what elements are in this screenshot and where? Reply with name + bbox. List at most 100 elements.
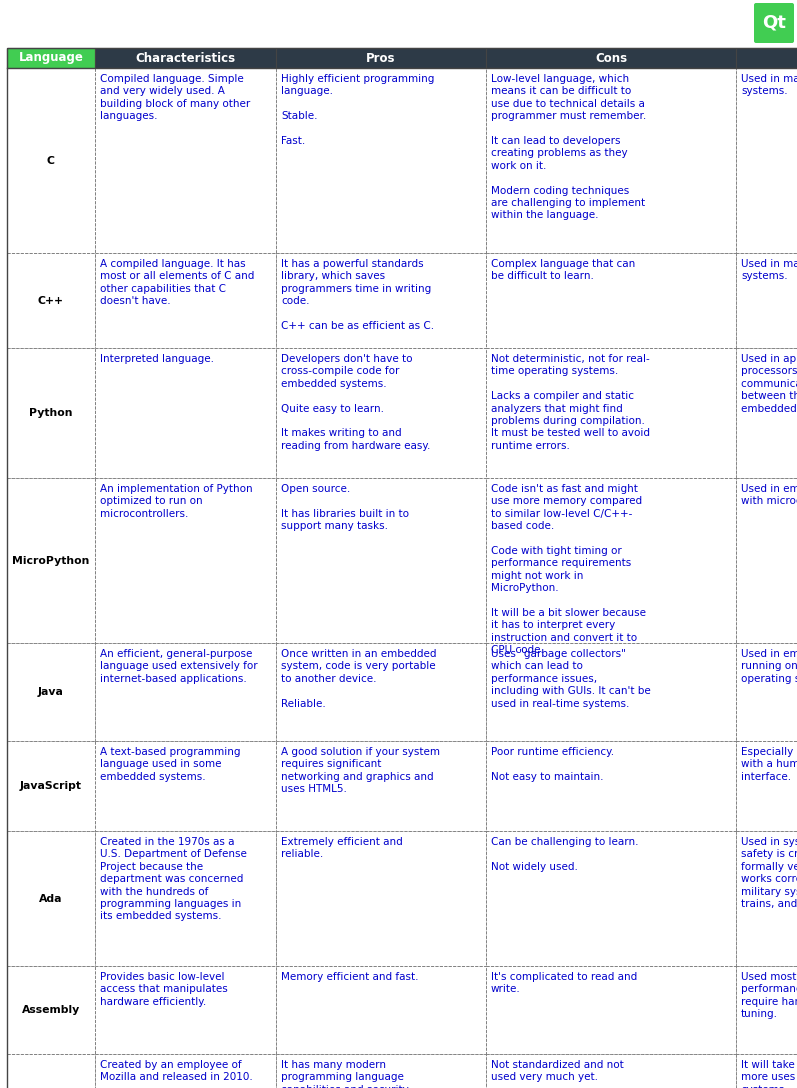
- Bar: [95, 741, 276, 831]
- Text: Used mostly for high-
performance algorithms that
require hand-based fine-
tunin: Used mostly for high- performance algori…: [741, 972, 797, 1019]
- Text: Code isn't as fast and might
use more memory compared
to similar low-level C/C++: Code isn't as fast and might use more me…: [491, 484, 646, 655]
- Text: Created by an employee of
Mozilla and released in 2010.: Created by an employee of Mozilla and re…: [100, 1060, 253, 1083]
- Bar: [736, 348, 797, 478]
- Text: Especially used in systems
with a human-machine
interface.: Especially used in systems with a human-…: [741, 747, 797, 782]
- Text: A text-based programming
language used in some
embedded systems.: A text-based programming language used i…: [100, 747, 241, 782]
- Text: Java: Java: [38, 687, 64, 697]
- Text: Poor runtime efficiency.

Not easy to maintain.: Poor runtime efficiency. Not easy to mai…: [491, 747, 614, 782]
- Bar: [276, 67, 486, 254]
- Bar: [276, 966, 486, 1054]
- FancyBboxPatch shape: [754, 3, 794, 44]
- Text: A compiled language. It has
most or all elements of C and
other capabilities tha: A compiled language. It has most or all …: [100, 259, 254, 306]
- Text: Memory efficient and fast.: Memory efficient and fast.: [281, 972, 418, 982]
- Bar: [736, 966, 797, 1054]
- Text: C++: C++: [38, 296, 64, 306]
- Text: Used in many embedded
systems.: Used in many embedded systems.: [741, 74, 797, 97]
- Text: Developers don't have to
cross-compile code for
embedded systems.

Quite easy to: Developers don't have to cross-compile c…: [281, 354, 430, 450]
- Bar: [736, 643, 797, 741]
- Bar: [736, 67, 797, 254]
- Text: MicroPython: MicroPython: [12, 556, 90, 566]
- Text: Used in systems where
safety is critical, and you must
formally verify the syste: Used in systems where safety is critical…: [741, 837, 797, 908]
- Bar: [95, 348, 276, 478]
- Text: Provides basic low-level
access that manipulates
hardware efficiently.: Provides basic low-level access that man…: [100, 972, 228, 1006]
- Text: Characteristics: Characteristics: [135, 51, 236, 64]
- Bar: [7, 67, 95, 254]
- Bar: [7, 348, 95, 478]
- Text: It will take time before it finds
more uses in embedded
systems.: It will take time before it finds more u…: [741, 1060, 797, 1088]
- Text: Created in the 1970s as a
U.S. Department of Defense
Project because the
departm: Created in the 1970s as a U.S. Departmen…: [100, 837, 247, 922]
- Bar: [95, 67, 276, 254]
- Bar: [486, 48, 736, 67]
- Bar: [7, 48, 95, 67]
- Bar: [486, 67, 736, 254]
- Bar: [736, 831, 797, 966]
- Text: Pros: Pros: [367, 51, 396, 64]
- Bar: [95, 643, 276, 741]
- Text: Uses "garbage collectors"
which can lead to
performance issues,
including with G: Uses "garbage collectors" which can lead…: [491, 650, 650, 708]
- Text: Not standardized and not
used very much yet.

Takes time to compile.: Not standardized and not used very much …: [491, 1060, 624, 1088]
- Text: It has many modern
programming language
capabilities and security
features.

It : It has many modern programming language …: [281, 1060, 416, 1088]
- Bar: [95, 48, 276, 67]
- Bar: [486, 831, 736, 966]
- Bar: [276, 48, 486, 67]
- Bar: [486, 348, 736, 478]
- Bar: [95, 831, 276, 966]
- Bar: [95, 1054, 276, 1088]
- Text: Once written in an embedded
system, code is very portable
to another device.

Re: Once written in an embedded system, code…: [281, 650, 437, 708]
- Bar: [7, 741, 95, 831]
- Text: Python: Python: [29, 408, 73, 418]
- Bar: [486, 1054, 736, 1088]
- Bar: [7, 254, 95, 348]
- Bar: [7, 831, 95, 966]
- Text: An efficient, general-purpose
language used extensively for
internet-based appli: An efficient, general-purpose language u…: [100, 650, 257, 683]
- Text: Low-level language, which
means it can be difficult to
use due to technical deta: Low-level language, which means it can b…: [491, 74, 646, 221]
- Text: Ada: Ada: [39, 893, 63, 903]
- Text: Used in many embedded
systems.: Used in many embedded systems.: [741, 259, 797, 282]
- Text: Used in application
processors and as a
communication vehicle
between the user a: Used in application processors and as a …: [741, 354, 797, 413]
- Bar: [276, 348, 486, 478]
- Bar: [486, 478, 736, 643]
- Text: Complex language that can
be difficult to learn.: Complex language that can be difficult t…: [491, 259, 635, 282]
- Bar: [95, 254, 276, 348]
- Bar: [7, 643, 95, 741]
- Bar: [736, 741, 797, 831]
- Bar: [276, 254, 486, 348]
- Bar: [276, 478, 486, 643]
- Bar: [7, 1054, 95, 1088]
- Text: It's complicated to read and
write.: It's complicated to read and write.: [491, 972, 638, 994]
- Bar: [7, 966, 95, 1054]
- Text: Can be challenging to learn.

Not widely used.: Can be challenging to learn. Not widely …: [491, 837, 638, 871]
- Text: Assembly: Assembly: [22, 1005, 80, 1015]
- Text: A good solution if your system
requires significant
networking and graphics and
: A good solution if your system requires …: [281, 747, 440, 794]
- Bar: [486, 966, 736, 1054]
- Bar: [486, 254, 736, 348]
- Bar: [486, 741, 736, 831]
- Text: It has a powerful standards
library, which saves
programmers time in writing
cod: It has a powerful standards library, whi…: [281, 259, 434, 331]
- Text: Language: Language: [18, 51, 84, 64]
- Text: Used in embedded systems
running on an Android
operating system.: Used in embedded systems running on an A…: [741, 650, 797, 683]
- Text: Cons: Cons: [595, 51, 627, 64]
- Text: C: C: [47, 156, 55, 165]
- Bar: [736, 1054, 797, 1088]
- Bar: [276, 741, 486, 831]
- Text: JavaScript: JavaScript: [20, 781, 82, 791]
- Bar: [276, 643, 486, 741]
- Bar: [276, 831, 486, 966]
- Bar: [95, 966, 276, 1054]
- Text: Not deterministic, not for real-
time operating systems.

Lacks a compiler and s: Not deterministic, not for real- time op…: [491, 354, 650, 450]
- Text: Qt: Qt: [762, 14, 786, 32]
- Bar: [276, 1054, 486, 1088]
- Text: Compiled language. Simple
and very widely used. A
building block of many other
l: Compiled language. Simple and very widel…: [100, 74, 250, 121]
- Text: Highly efficient programming
language.

Stable.

Fast.: Highly efficient programming language. S…: [281, 74, 434, 146]
- Text: Interpreted language.: Interpreted language.: [100, 354, 214, 364]
- Bar: [736, 48, 797, 67]
- Bar: [736, 254, 797, 348]
- Text: Used in embedded systems
with microcontrollers.: Used in embedded systems with microcontr…: [741, 484, 797, 506]
- Bar: [7, 478, 95, 643]
- Bar: [95, 478, 276, 643]
- Text: An implementation of Python
optimized to run on
microcontrollers.: An implementation of Python optimized to…: [100, 484, 253, 519]
- Text: Extremely efficient and
reliable.: Extremely efficient and reliable.: [281, 837, 402, 860]
- Bar: [736, 478, 797, 643]
- Bar: [486, 643, 736, 741]
- Text: Open source.

It has libraries built in to
support many tasks.: Open source. It has libraries built in t…: [281, 484, 409, 531]
